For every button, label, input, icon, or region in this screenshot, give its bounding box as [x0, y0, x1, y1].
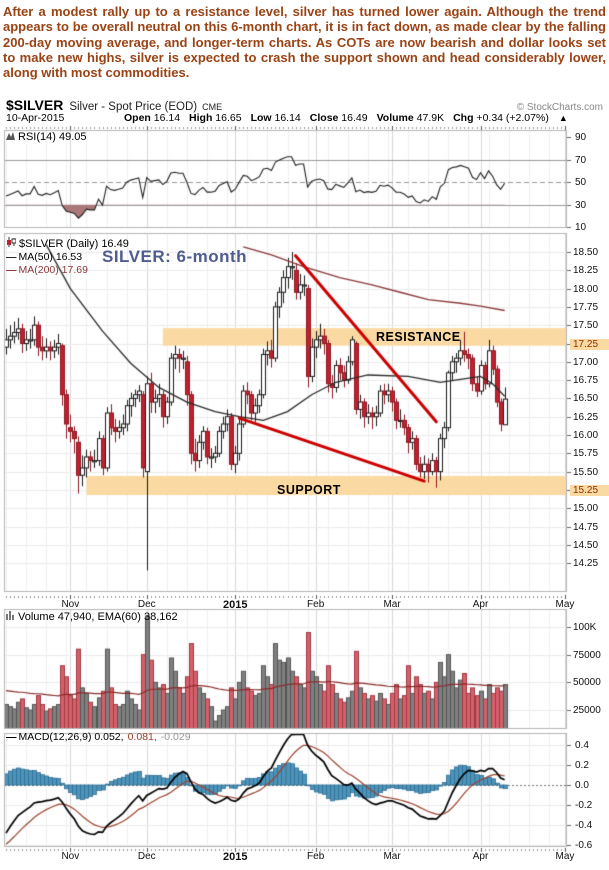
support-annotation: SUPPORT [277, 483, 341, 497]
macd-legend: — MACD(12,26,9) 0.052, 0.081, -0.029 [6, 731, 191, 743]
rsi-legend: RSI(14) 49.05 [6, 131, 86, 143]
macd-legend-hist: -0.029 [160, 731, 191, 743]
macd-legend-main: MACD(12,26,9) 0.052, [18, 731, 124, 743]
macd-line-swatch: — [6, 731, 16, 743]
candlestick-icon [6, 237, 17, 250]
chart-annotation-title: SILVER: 6-month [102, 247, 248, 266]
ma200-legend: — MA(200) 17.69 [6, 264, 88, 276]
volume-legend: Volume 47,940, EMA(60) 38,162 [6, 611, 178, 623]
ma200-legend-label: MA(200) 17.69 [18, 264, 88, 276]
ma50-legend-label: MA(50) 16.53 [18, 251, 83, 263]
price-legend-label: $SILVER (Daily) 16.49 [19, 237, 129, 250]
price-legend: $SILVER (Daily) 16.49 [6, 237, 129, 250]
volume-legend-label: Volume 47,940, EMA(60) 38,162 [18, 611, 178, 623]
ma200-line-swatch: — [6, 264, 16, 276]
resistance-annotation: RESISTANCE [376, 330, 461, 344]
macd-legend-signal: 0.081, [127, 731, 157, 743]
indicator-area-icon [6, 131, 15, 143]
volume-bars-icon [6, 611, 15, 623]
ma50-line-swatch: — [6, 251, 16, 263]
rsi-legend-label: RSI(14) 49.05 [18, 131, 87, 143]
ma50-legend: — MA(50) 16.53 [6, 251, 82, 263]
